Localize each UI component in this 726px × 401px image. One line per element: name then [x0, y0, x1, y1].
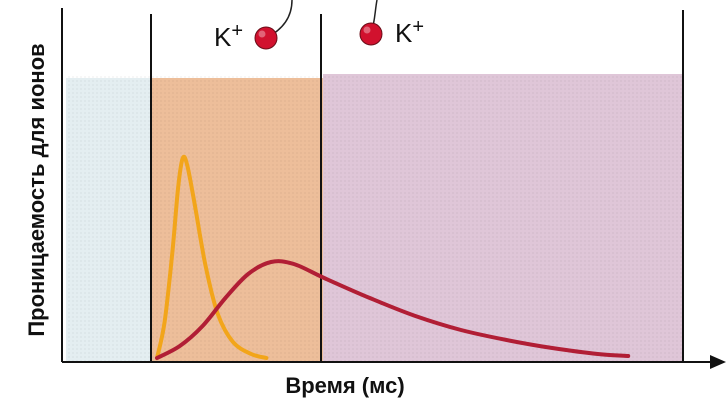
fast-permeability-curve	[155, 154, 269, 360]
ion-ball-1	[254, 26, 278, 50]
x-axis-arrow	[710, 355, 726, 369]
ion-ball-2-highlight	[363, 26, 371, 34]
x-axis-label: Время (мс)	[285, 373, 404, 398]
texture-overlay	[66, 74, 683, 362]
ion-marker-2: K+	[359, 0, 424, 48]
ion-ball-2	[359, 22, 383, 46]
ion-ball-1-highlight	[258, 30, 266, 38]
ion-label-2: K+	[395, 16, 424, 48]
slow-permeability-curve	[155, 259, 631, 360]
ion-marker-1: K+	[214, 0, 293, 52]
y-axis-label: Проницаемость для ионов	[24, 43, 49, 336]
ion-label-1: K+	[214, 20, 243, 52]
